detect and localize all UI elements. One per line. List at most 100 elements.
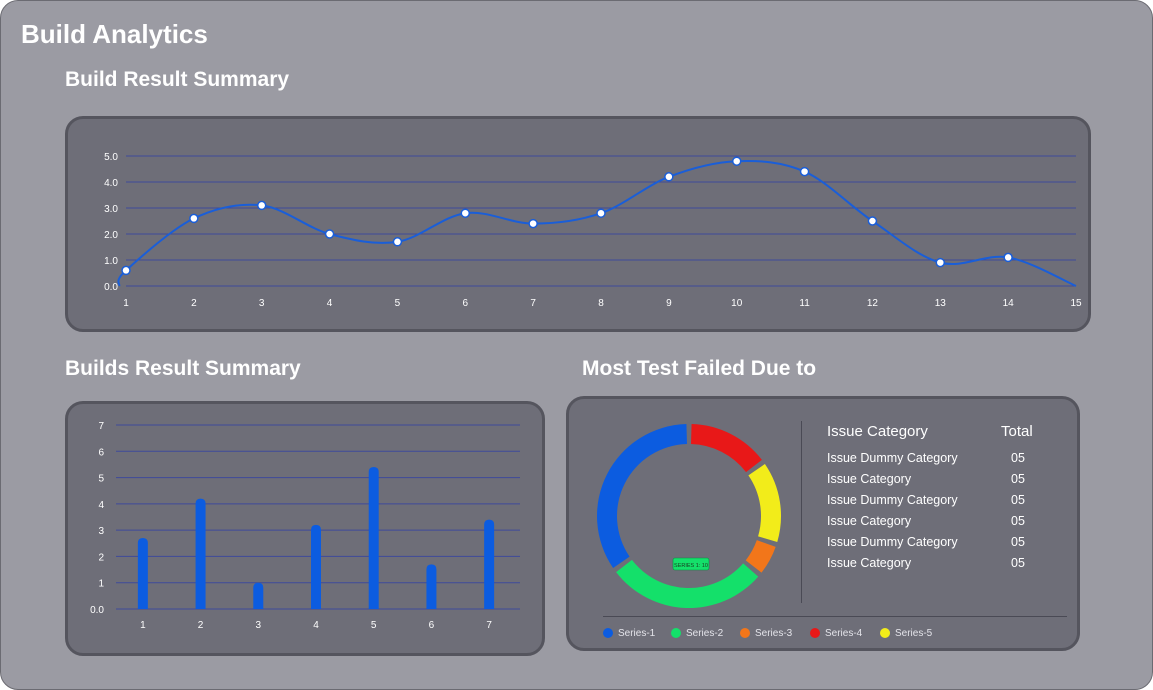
issue-total: 05 (1011, 535, 1025, 549)
issue-category: Issue Category (827, 514, 912, 528)
data-point[interactable] (799, 166, 810, 177)
y-tick-label: 3 (98, 526, 104, 537)
data-point[interactable] (528, 218, 538, 229)
data-point[interactable] (935, 257, 946, 268)
x-tick-label: 3 (256, 620, 262, 631)
bar-chart: 0.0 1 2 3 4 5 6 7 1 2 3 4 5 6 7 (90, 421, 520, 631)
data-point[interactable] (460, 208, 471, 218)
data-point[interactable] (121, 265, 131, 276)
legend-label: Series-5 (895, 628, 933, 639)
issue-row: Issue Category 05 (827, 514, 1047, 535)
x-tick-label: 4 (327, 298, 333, 309)
bar[interactable] (484, 519, 495, 609)
x-tick-label: 10 (731, 298, 743, 309)
legend-label: Series-2 (686, 628, 724, 639)
total-header: Total (1001, 423, 1033, 440)
data-point[interactable] (1003, 252, 1013, 263)
x-tick-label: 1 (140, 620, 146, 631)
y-tick-label: 7 (98, 421, 104, 432)
donut-chart-card: SERIES 1: 10 Issue Category Total Issue … (566, 396, 1080, 651)
series-line (117, 160, 1077, 287)
line-section-title: Build Result Summary (65, 68, 290, 91)
issue-total: 05 (1011, 514, 1025, 528)
tooltip-text: SERIES 1: 10 (674, 563, 708, 569)
x-tick-label: 9 (666, 298, 672, 309)
line-chart: 0.01.02.03.04.05.01 2 3 4 5 6 7 8 9 10 11 12 13 14 15 (104, 152, 1082, 309)
data-point[interactable] (256, 200, 267, 211)
legend-item-series-2[interactable]: Series-2 (671, 628, 723, 644)
donut-tooltip: SERIES 1: 10 (672, 557, 710, 571)
donut-segment-series-3[interactable] (745, 540, 776, 573)
legend-dot-icon (740, 628, 750, 639)
x-tick-label: 13 (935, 298, 947, 309)
issue-total: 05 (1011, 472, 1025, 486)
data-point[interactable] (189, 213, 199, 224)
issue-row: Issue Dummy Category 05 (827, 535, 1047, 556)
donut-segment-series-4[interactable] (691, 424, 762, 473)
issue-category: Issue Category (827, 556, 912, 570)
vertical-divider (801, 421, 802, 603)
bar[interactable] (253, 582, 264, 609)
legend-dot-icon (810, 628, 820, 639)
issue-row: Issue Dummy Category 05 (827, 493, 1047, 514)
bar[interactable] (195, 498, 206, 609)
y-tick-label: 2.0 (104, 230, 118, 241)
bar-section-title: Builds Result Summary (65, 357, 301, 380)
issue-category-header: Issue Category (827, 423, 928, 440)
bar[interactable] (368, 467, 379, 609)
y-tick-label: 4.0 (104, 178, 118, 189)
x-tick-label: 8 (598, 298, 604, 309)
legend-item-series-5[interactable]: Series-5 (880, 628, 932, 644)
data-point[interactable] (324, 229, 335, 239)
legend-dot-icon (603, 628, 613, 639)
line-chart-card: 0.0 1.0 2.0 3.0 4.0 5.0 1 2 3 4 5 6 7 8 9 10 11 12 13 14 15 (65, 116, 1091, 332)
x-tick-label: 12 (867, 298, 879, 309)
x-tick-label: 11 (799, 298, 810, 309)
x-tick-label: 3 (259, 298, 265, 309)
bar[interactable] (311, 524, 321, 609)
x-tick-label: 6 (463, 298, 469, 309)
donut-chart: SERIES 1: 10 (597, 424, 781, 608)
donut-segment-series-5[interactable] (748, 464, 781, 542)
issue-total: 05 (1011, 556, 1025, 570)
data-point[interactable] (664, 172, 674, 182)
legend-item-series-4[interactable]: Series-4 (810, 628, 862, 644)
data-point[interactable] (596, 208, 606, 218)
y-tick-label: 4 (98, 500, 104, 511)
legend-item-series-3[interactable]: Series-3 (740, 628, 792, 644)
legend-item-series-1[interactable]: Series-1 (603, 628, 655, 644)
y-tick-label: 5.0 (104, 152, 118, 163)
bar[interactable] (426, 564, 437, 609)
x-tick-label: 6 (429, 620, 435, 631)
x-tick-label: 5 (395, 298, 401, 309)
y-tick-label: 6 (98, 447, 104, 458)
issue-category: Issue Category (827, 472, 912, 486)
legend-dot-icon (880, 628, 890, 639)
x-tick-label: 2 (191, 298, 197, 309)
data-point[interactable] (392, 237, 403, 247)
legend-label: Series-3 (755, 628, 793, 639)
donut-segment-series-2[interactable] (616, 559, 759, 608)
issue-total: 05 (1011, 493, 1025, 507)
y-tick-label: 5 (98, 474, 104, 485)
data-point[interactable] (867, 216, 878, 226)
legend-label: Series-1 (618, 628, 656, 639)
issue-row: Issue Category 05 (827, 556, 1047, 577)
donut-segment-series-1[interactable] (597, 424, 687, 568)
y-tick-label: 2 (98, 552, 104, 563)
x-tick-label: 5 (371, 620, 377, 631)
bar[interactable] (137, 538, 148, 609)
data-point[interactable] (731, 156, 742, 166)
y-tick-label: 1 (98, 579, 104, 590)
x-tick-label: 4 (313, 620, 319, 631)
x-tick-label: 7 (486, 620, 492, 631)
x-tick-label: 7 (530, 298, 536, 309)
legend-dot-icon (671, 628, 681, 639)
issue-row: Issue Category 05 (827, 472, 1047, 493)
issue-total: 05 (1011, 451, 1025, 465)
donut-section-title: Most Test Failed Due to (582, 357, 817, 380)
issue-category: Issue Dummy Category (827, 535, 958, 549)
x-tick-label: 15 (1070, 298, 1082, 309)
y-tick-label: 1.0 (104, 256, 118, 267)
